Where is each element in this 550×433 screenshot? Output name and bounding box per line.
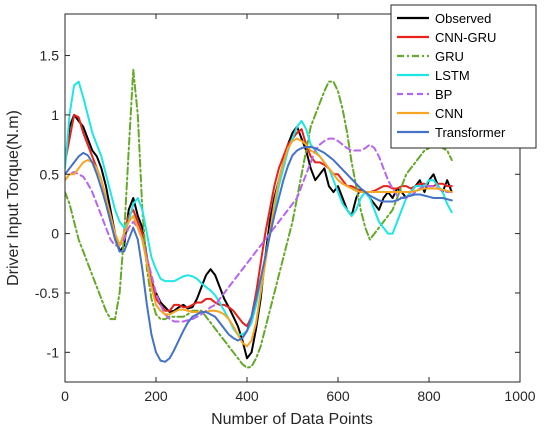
- x-tick-label: 800: [417, 388, 441, 404]
- x-tick-label: 0: [61, 388, 69, 404]
- legend-label: CNN: [435, 106, 463, 121]
- x-tick-label: 600: [326, 388, 350, 404]
- series-line-cnn: [65, 137, 453, 348]
- x-tick-label: 1000: [504, 388, 535, 404]
- series-layer: [65, 68, 453, 369]
- legend-label: LSTM: [435, 68, 470, 83]
- x-axis-title: Number of Data Points: [211, 411, 373, 428]
- legend-label: GRU: [435, 49, 464, 64]
- legend: Observed CNN-GRU GRU LSTM BP CNN Transformer: [390, 4, 537, 149]
- series-line-gru: [65, 68, 453, 369]
- y-axis-title: Driver Input Torque(N.m): [5, 110, 22, 286]
- y-tick-label: -1: [47, 344, 60, 360]
- x-axis: 0 200 400 600 800 1000: [61, 14, 536, 404]
- x-tick-label: 400: [235, 388, 259, 404]
- legend-label: Observed: [435, 11, 491, 26]
- x-tick-label: 200: [144, 388, 168, 404]
- y-tick-label: 1.5: [40, 48, 60, 64]
- legend-label: BP: [435, 87, 452, 102]
- series-line-bp: [65, 137, 453, 323]
- legend-label: CNN-GRU: [435, 30, 496, 45]
- y-tick-label: -0.5: [35, 285, 59, 301]
- y-tick-label: 0.5: [40, 166, 60, 182]
- legend-box: [390, 4, 537, 149]
- series-line-transformer: [65, 145, 453, 363]
- y-tick-label: 1: [51, 107, 59, 123]
- legend-label: Transformer: [435, 125, 506, 140]
- axes-box: [64, 13, 521, 383]
- y-tick-label: 0: [51, 226, 59, 242]
- y-axis: -1 -0.5 0 0.5 1 1.5: [35, 48, 520, 360]
